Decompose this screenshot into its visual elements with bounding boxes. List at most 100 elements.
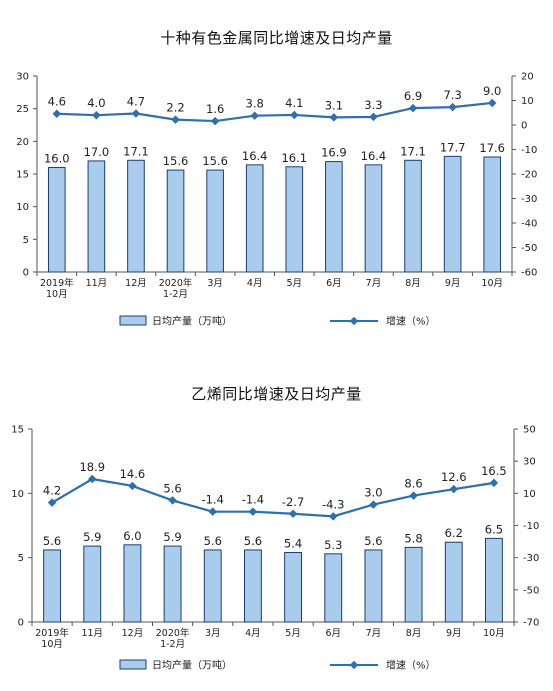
right-tick-label: 0: [521, 121, 527, 132]
growth-data-label: 3.3: [364, 98, 382, 112]
chart-panel-nonferrous: 十种有色金属同比增速及日均产量 0 5 10 15 20 25 30 -60 -50 -40 -30…: [0, 0, 553, 345]
bar: [127, 159, 145, 273]
growth-data-label: -4.3: [322, 497, 344, 511]
growth-point: [210, 116, 220, 126]
bar-data-label: 5.8: [404, 531, 422, 545]
growth-data-label: 12.6: [441, 470, 467, 484]
x-tick-label: 11月: [81, 628, 103, 639]
bar-data-label: 17.6: [479, 141, 505, 155]
bar-data-label: 6.5: [485, 522, 503, 536]
x-tick-label: 3月: [207, 278, 223, 289]
legend-line-marker: [349, 660, 359, 670]
right-tick-label: 10: [523, 489, 536, 500]
right-tick-label: -50: [521, 243, 537, 254]
left-tick-label: 15: [11, 425, 24, 436]
bar: [166, 169, 185, 273]
growth-point: [369, 500, 378, 509]
x-tick-label: 5月: [287, 278, 303, 289]
growth-data-label: 4.6: [48, 95, 66, 109]
growth-data-label: 3.0: [364, 486, 382, 500]
growth-point: [168, 496, 177, 505]
x-tick-label: 9月: [446, 628, 462, 639]
right-tick-label: -20: [521, 170, 537, 181]
growth-point: [448, 102, 457, 112]
growth-data-label: 18.9: [79, 460, 105, 474]
growth-point: [369, 112, 378, 122]
growth-data-label: 1.6: [206, 102, 224, 116]
bar-data-label: 16.0: [44, 151, 70, 165]
growth-point: [248, 507, 258, 516]
bar: [444, 541, 463, 623]
x-tick-label: 3月: [205, 628, 221, 639]
left-tick-label: 10: [11, 489, 24, 500]
bar-data-label: 5.6: [244, 534, 262, 548]
growth-data-label: 7.3: [443, 88, 461, 102]
left-tick-label: 25: [16, 104, 29, 115]
bar: [123, 544, 142, 623]
growth-point: [409, 491, 418, 500]
growth-data-label: 3.1: [325, 98, 343, 112]
bar-data-label: 5.6: [364, 534, 382, 548]
bar-data-label: 16.9: [321, 146, 347, 160]
chart-title: 乙烯同比增速及日均产量: [191, 385, 362, 403]
growth-point: [329, 113, 339, 122]
growth-point: [329, 512, 338, 521]
legend-bar-swatch: [119, 315, 147, 326]
left-tick-label: 5: [18, 553, 24, 564]
growth-point: [128, 481, 137, 491]
bar-data-label: 5.6: [204, 534, 222, 548]
bar-data-label: 17.1: [123, 144, 149, 158]
right-tick-label: 10: [521, 96, 534, 107]
x-tick-label: 11月: [86, 278, 108, 289]
growth-line: [56, 101, 493, 123]
growth-data-label: 4.0: [87, 96, 105, 110]
x-tick-label: 12月: [125, 278, 147, 289]
x-tick-label: 1-2月: [163, 289, 188, 300]
bar: [206, 169, 224, 273]
bar: [364, 549, 383, 623]
bar-data-label: 6.0: [123, 529, 141, 543]
right-tick-label: -60: [521, 268, 537, 279]
x-tick-label: 4月: [245, 628, 261, 639]
legend-bar-swatch: [119, 659, 147, 670]
growth-data-label: 9.0: [483, 84, 501, 98]
left-tick-label: 0: [23, 268, 29, 279]
right-tick-label: -30: [521, 194, 537, 205]
growth-point: [88, 474, 97, 484]
x-tick-label: 10月: [481, 278, 503, 289]
right-tick-label: -10: [523, 521, 539, 532]
growth-data-label: 4.1: [285, 96, 303, 110]
growth-point: [487, 98, 497, 108]
growth-point: [52, 109, 62, 118]
x-tick-label: 12月: [122, 628, 144, 639]
bar-data-label: 17.7: [440, 140, 466, 154]
x-tick-label: 1-2月: [160, 639, 185, 650]
x-tick-label: 8月: [405, 278, 421, 289]
x-tick-label: 9月: [445, 278, 461, 289]
growth-data-label: 5.6: [163, 481, 181, 495]
bar-data-label: 15.6: [202, 154, 228, 168]
bar-data-label: 17.1: [400, 144, 426, 158]
x-tick-label: 8月: [406, 628, 422, 639]
growth-point: [131, 109, 141, 118]
growth-data-label: -1.4: [242, 493, 264, 507]
bar-data-label: 16.4: [242, 149, 268, 163]
growth-data-label: -2.7: [282, 495, 304, 509]
x-tick-label: 10月: [483, 628, 505, 639]
bar-data-label: 17.0: [84, 145, 110, 159]
bar-data-label: 15.6: [163, 154, 189, 168]
growth-point: [449, 484, 458, 494]
growth-data-label: 16.5: [481, 464, 507, 478]
bar: [243, 549, 262, 623]
bar: [47, 166, 66, 273]
left-tick-label: 30: [16, 72, 29, 83]
bar: [324, 553, 343, 623]
growth-point: [408, 103, 418, 113]
chart-title: 十种有色金属同比增速及日均产量: [160, 29, 393, 47]
x-tick-label: 4月: [247, 278, 263, 289]
x-tick-label: 2020年: [156, 627, 190, 639]
growth-data-label: 4.2: [43, 484, 61, 498]
bar-data-label: 5.3: [324, 538, 342, 552]
right-tick-label: -30: [523, 553, 539, 564]
right-tick-label: -50: [523, 585, 539, 596]
